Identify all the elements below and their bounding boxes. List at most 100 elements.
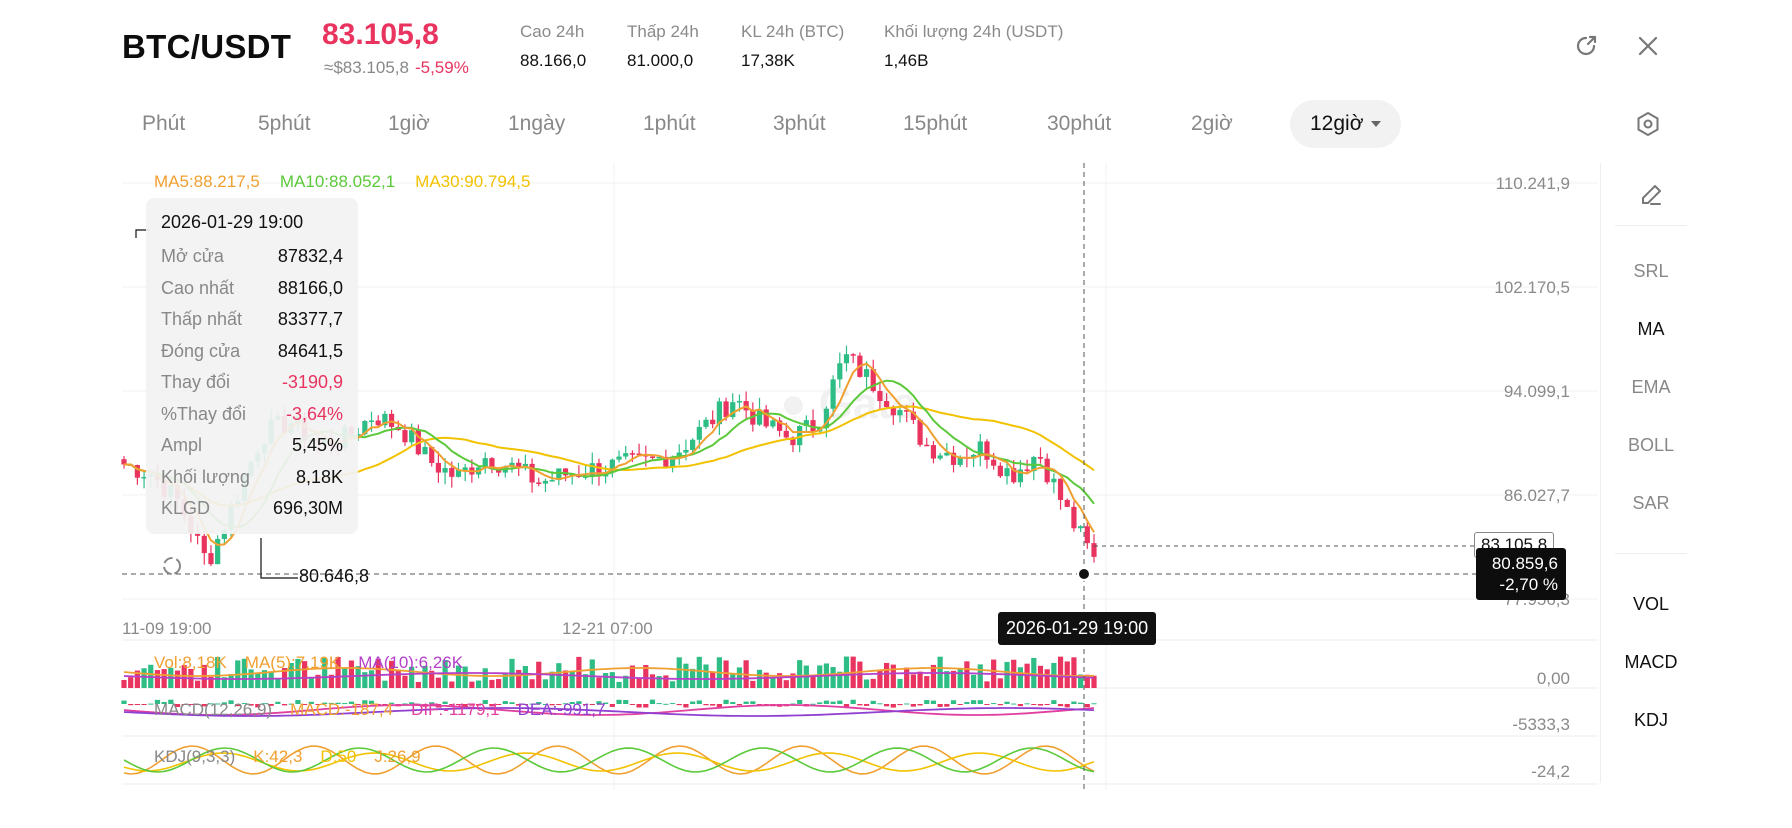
indicator-sar[interactable]: SAR [1632,493,1670,513]
vol-ma10: MA(10):6,26K [358,653,464,672]
volume-bar [502,673,508,688]
volume-bar [770,678,776,688]
indicator-srl[interactable]: SRL [1633,261,1669,281]
macd-bar [1091,703,1097,705]
macd-bar [857,704,863,706]
macd-bar [549,704,555,706]
candle-body [402,430,408,443]
indicator-kdj[interactable]: KDJ [1633,710,1668,730]
macd-bar [917,704,923,706]
candle-body [904,410,910,412]
macd-bar [1051,700,1057,704]
stat-low: Thấp 24h 81.000,0 [627,22,699,71]
volume-bar [161,669,167,688]
time-axis-label: 12-21 07:00 [562,619,653,638]
macd-bar [910,704,916,707]
pencil-icon[interactable] [1633,177,1669,213]
vol-ma10-line [123,672,1095,680]
volume-bar [1037,665,1044,688]
candle-body [201,535,207,554]
volume-bar [944,671,950,688]
macd-bar [562,703,569,705]
tab-timeframe[interactable]: 30phút [1047,112,1112,135]
candle-body [489,458,495,470]
indicator-ma[interactable]: MA [1637,319,1665,339]
candle-body [690,439,696,450]
volume-bar [837,671,843,688]
volume-bar [696,656,702,688]
volume-bar [904,667,910,688]
macd-bar [669,703,676,705]
volume-bar [308,678,314,688]
volume-bar [402,675,408,688]
tab-timeframe[interactable]: Phút [142,112,186,135]
macd-bar [710,704,716,706]
tab-timeframe[interactable]: 1giờ [388,112,430,135]
macd-bar [890,704,896,708]
macd-bar [168,699,174,704]
tab-timeframe[interactable]: 1phút [643,112,696,135]
candle-body [194,533,201,536]
external-link-icon[interactable] [1568,28,1604,64]
stat-high: Cao 24h 88.166,0 [520,22,586,71]
candle-body [449,468,455,477]
macd-bar [509,702,515,704]
price-axis-label: 110.241,9 [1495,174,1570,193]
candle-body [716,401,722,425]
tooltip-key: Đóng cửa [161,340,241,361]
candle-body [890,406,896,416]
volume-bar [924,676,930,688]
candle-body [997,465,1003,477]
tab-timeframe-active[interactable]: 12giờ [1290,100,1402,148]
stat-label: KL 24h (BTC) [741,22,845,41]
macd-bar [750,701,756,704]
tab-timeframe[interactable]: 2giờ [1191,112,1233,135]
tab-timeframe[interactable]: 3phút [773,112,826,135]
candle-body [723,401,729,418]
macd-bar [930,700,937,704]
macd-bar [261,703,268,705]
indicator-macd[interactable]: MACD [1624,652,1678,672]
hexagon-settings-icon[interactable] [1630,106,1666,142]
low-marker-line [260,538,298,579]
tab-timeframe[interactable]: 5phút [258,112,311,135]
macd-bar [121,700,127,704]
volume-bar [475,680,482,688]
indicator-ema[interactable]: EMA [1631,377,1671,397]
macd-bar [756,704,763,705]
close-icon[interactable] [1630,28,1666,64]
volume-bar [582,674,589,688]
tooltip-key: Thấp nhất [161,309,243,330]
stat-label: Thấp 24h [627,22,699,41]
volume-bar [797,660,803,688]
tab-timeframe[interactable]: 1ngày [508,112,566,135]
tooltip-value: 8,18K [295,466,343,487]
macd-bar [455,704,462,705]
volume-bar [676,657,682,688]
volume-bar [569,670,575,688]
candle-body [455,469,462,477]
volume-axis-label: 0,00 [1536,669,1570,688]
tooltip-value: -3,64% [285,403,343,424]
volume-bar [970,674,977,688]
macd-bar [449,704,455,706]
indicator-vol[interactable]: VOL [1632,594,1670,614]
macd-bar [368,700,375,704]
volume-bar [576,656,582,688]
macd-name: MACD(12,26,9) [154,700,273,719]
volume-bar [917,671,923,688]
candle-body [770,420,776,427]
volume-bar [134,670,140,688]
macd-legend: MACD(12,26,9) MACD:-187,4 DIF:-1179,1 DEA:-… [154,700,624,720]
macd-bar [1084,704,1090,708]
change-pct: -5,59% [414,58,469,77]
tab-timeframe[interactable]: 15phút [903,112,968,135]
reset-view-icon [163,557,181,575]
macd-bar [703,704,709,706]
indicator-boll[interactable]: BOLL [1627,435,1675,455]
volume-bar [542,679,549,688]
volume-bar [362,672,368,688]
macd-bar [295,700,301,704]
candle-body [756,409,763,425]
